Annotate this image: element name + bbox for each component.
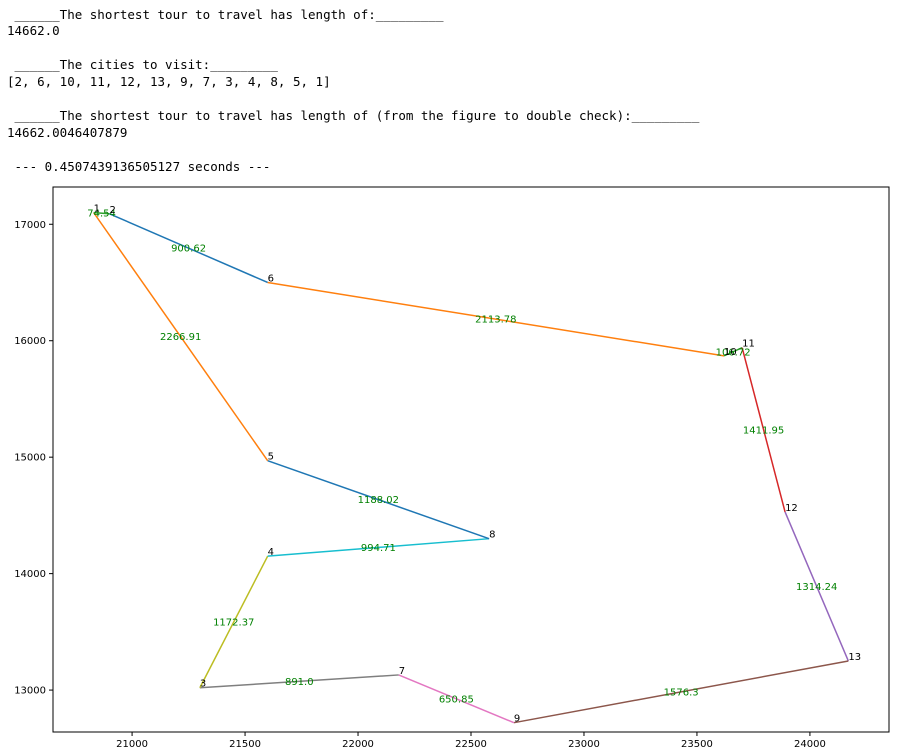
x-tick-label: 21000	[116, 739, 148, 750]
x-tick-label: 24000	[794, 739, 826, 750]
edge-distance-label: 2113.78	[475, 315, 516, 326]
x-tick-label: 22500	[455, 739, 487, 750]
city-label: 12	[785, 503, 798, 514]
y-tick-label: 17000	[14, 220, 46, 231]
tour-edge	[741, 347, 786, 513]
tour-edge	[723, 347, 743, 357]
edge-distance-label: 1188.02	[358, 495, 399, 506]
city-label: 9	[514, 714, 520, 725]
city-label: 3	[200, 679, 206, 690]
tour-edge	[784, 511, 850, 662]
edge-distance-label: 891.0	[285, 677, 314, 688]
tour-edge	[93, 212, 269, 462]
city-label: 4	[268, 547, 274, 558]
x-tick-label: 23500	[681, 739, 713, 750]
city-label: 7	[399, 666, 405, 677]
edge-distance-label: 1411.95	[743, 425, 784, 436]
edge-distance-label: 1172.37	[213, 617, 254, 628]
edge-distance-label: 650.85	[439, 694, 474, 705]
city-label: 6	[268, 273, 274, 284]
output-line-cities-value: [2, 6, 10, 11, 12, 13, 9, 7, 3, 4, 8, 5,…	[7, 74, 331, 89]
output-line-check-value: 14662.0046407879	[7, 125, 128, 140]
y-tick-label: 14000	[14, 569, 46, 580]
city-label: 10	[724, 347, 737, 358]
city-label: 8	[489, 530, 495, 541]
tour-edge	[267, 459, 490, 540]
tour-edge	[398, 674, 515, 724]
output-line-length-heading: ______The shortest tour to travel has le…	[7, 7, 444, 22]
x-tick-label: 21500	[229, 739, 261, 750]
output-line-check-heading: ______The shortest tour to travel has le…	[7, 108, 700, 123]
output-line-length-value: 14662.0	[7, 23, 60, 38]
edge-distance-label: 1576.3	[664, 687, 699, 698]
tour-edge	[199, 555, 269, 689]
y-tick-label: 16000	[14, 336, 46, 347]
edge-distance-label: 106.72	[716, 347, 751, 358]
city-label: 13	[848, 652, 861, 663]
tour-edge	[267, 537, 490, 557]
output-line-cities-heading: ______The cities to visit:_________	[7, 57, 278, 72]
x-tick-label: 23000	[568, 739, 600, 750]
city-label: 5	[268, 452, 274, 463]
edge-distance-label: 900.62	[171, 244, 206, 255]
edge-distance-label: 1314.24	[796, 582, 837, 593]
city-label: 2	[109, 205, 115, 216]
city-label: 11	[742, 339, 755, 350]
x-tick-label: 22000	[342, 739, 374, 750]
city-label: 1	[94, 204, 100, 215]
tour-edge	[109, 213, 268, 284]
tour-edge	[199, 674, 399, 689]
plot-frame	[52, 186, 890, 733]
tour-edge	[93, 211, 110, 215]
y-tick-label: 15000	[14, 453, 46, 464]
output-line-timing: --- 0.4507439136505127 seconds ---	[7, 159, 271, 174]
tour-edge	[267, 281, 725, 357]
tour-edge	[513, 660, 849, 724]
y-tick-label: 13000	[14, 686, 46, 697]
edge-distance-label: 2266.91	[160, 332, 201, 343]
edge-distance-label: 74.54	[87, 209, 116, 220]
edge-distance-label: 994.71	[361, 543, 396, 554]
